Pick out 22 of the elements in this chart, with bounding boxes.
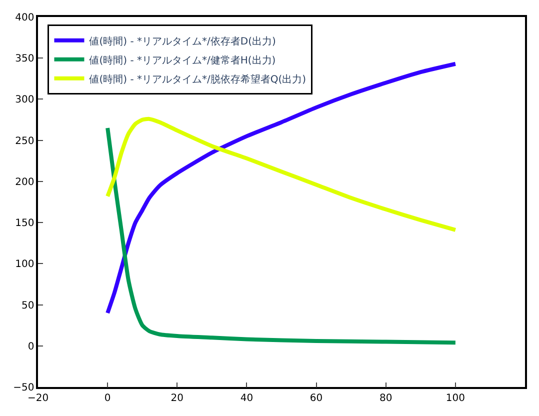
y-tick-label: 150 [15, 218, 34, 230]
y-tick-label: 100 [15, 259, 34, 270]
line-series [106, 116, 458, 232]
y-tick-label: 250 [15, 136, 34, 147]
y-tick-label: 350 [15, 54, 34, 65]
x-tick-label: 80 [379, 392, 392, 404]
x-tick-label: −20 [27, 392, 49, 404]
y-tick-label: 300 [15, 94, 34, 106]
x-tick-label: 60 [310, 392, 323, 404]
y-tick-label: −50 [13, 382, 34, 394]
y-tick-label: 0 [28, 341, 34, 352]
line-series [106, 126, 458, 345]
legend-label: 値(時間) - *リアルタイム*/脱依存希望者Q(出力) [89, 73, 306, 86]
legend-label: 値(時間) - *リアルタイム*/健常者H(出力) [89, 54, 276, 66]
y-tick-label: 50 [22, 300, 34, 312]
x-tick-label: 100 [446, 392, 465, 404]
y-tick-label: 200 [15, 176, 34, 188]
x-tick-label: 40 [240, 392, 254, 404]
y-tick-label: 400 [15, 12, 34, 24]
x-tick-label: 20 [170, 392, 184, 404]
legend-label: 値(時間) - *リアルタイム*/依存者D(出力) [89, 35, 276, 48]
x-tick-label: 0 [104, 392, 111, 404]
